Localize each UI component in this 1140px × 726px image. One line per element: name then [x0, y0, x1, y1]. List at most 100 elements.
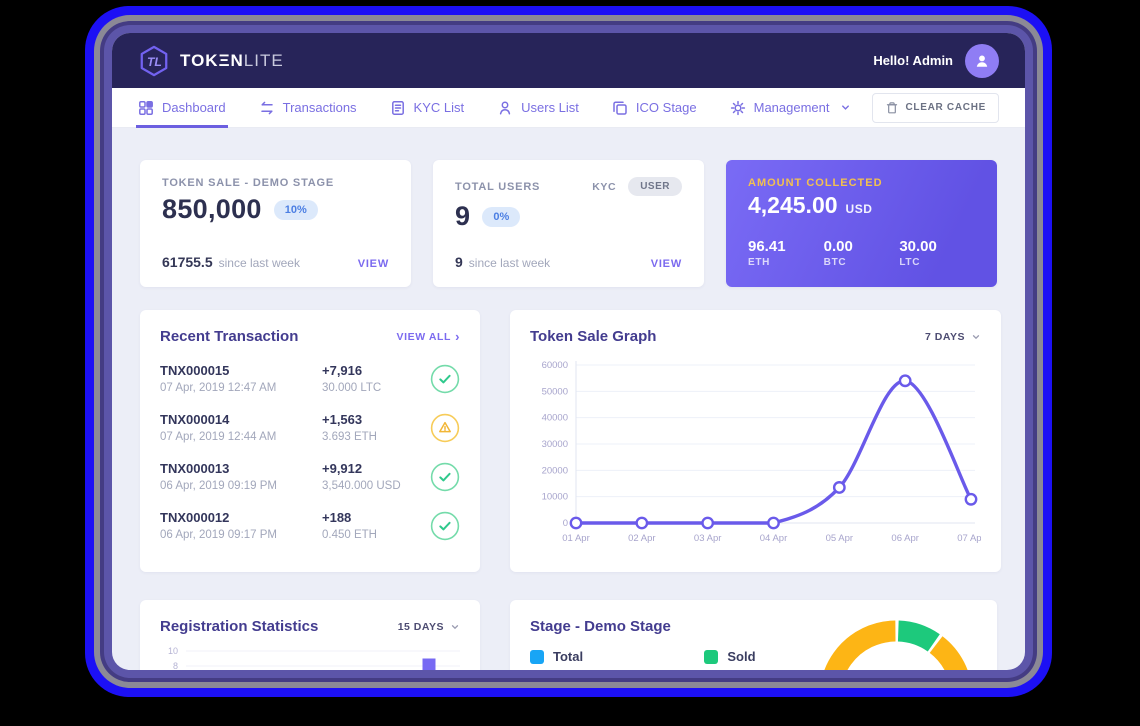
management-gear-icon	[730, 100, 746, 116]
svg-text:30000: 30000	[542, 439, 568, 450]
nav-item-label: Dashboard	[162, 100, 226, 115]
registration-statistics-panel: Registration Statistics 15 DAYS 10 8	[140, 600, 480, 670]
nav-item-dashboard[interactable]: Dashboard	[136, 88, 228, 128]
transaction-status-completed-icon	[430, 511, 460, 541]
transactions-icon	[259, 100, 275, 116]
token-sale-graph-panel: Token Sale Graph 7 DAYS 0 10000 20000 30000…	[510, 310, 1001, 572]
legend-sold: Sold 77,721 *	[704, 649, 772, 670]
svg-text:04 Apr: 04 Apr	[760, 533, 787, 544]
crypto-eth: 96.41 ETH	[748, 238, 786, 268]
svg-text:02 Apr: 02 Apr	[628, 533, 655, 544]
token-sale-view-link[interactable]: VIEW	[357, 258, 389, 270]
transaction-row[interactable]: TNX000012 06 Apr, 2019 09:17 PM +188 0.450 …	[160, 510, 460, 541]
amount-collected-currency: USD	[845, 202, 873, 216]
avatar[interactable]	[965, 43, 999, 78]
users-list-icon	[497, 100, 513, 116]
nav-item-ico-stage[interactable]: ICO Stage	[612, 88, 697, 128]
trash-icon	[885, 101, 899, 115]
transaction-status-completed-icon	[430, 364, 460, 394]
token-sale-line-chart: 0 10000 20000 30000 40000 50000 60000 01 Apr 02 …	[542, 360, 985, 544]
svg-text:0: 0	[563, 518, 568, 529]
kyc-list-icon	[390, 100, 406, 116]
transaction-amount: +7,916	[322, 363, 363, 378]
svg-text:60000: 60000	[542, 360, 568, 371]
registration-statistics-title: Registration Statistics	[160, 618, 319, 635]
svg-text:10000: 10000	[542, 492, 568, 503]
legend-total: Total 850,000	[530, 649, 596, 670]
stage-legend: Total 850,000 Sold 77,721 *	[530, 649, 977, 670]
transaction-row[interactable]: TNX000015 07 Apr, 2019 12:47 AM +7,916 30.0…	[160, 363, 460, 394]
user-icon	[973, 52, 991, 70]
transaction-row[interactable]: TNX000014 07 Apr, 2019 12:44 AM +1,563 3.69…	[160, 412, 460, 443]
nav-item-label: Users List	[521, 100, 579, 115]
brand-hexagon-icon: TL	[138, 44, 170, 78]
clear-cache-label: CLEAR CACHE	[905, 102, 986, 113]
crypto-ltc: 30.00 LTC	[899, 238, 937, 268]
transaction-id: TNX000013	[160, 461, 230, 476]
svg-text:03 Apr: 03 Apr	[694, 533, 721, 544]
kyc-toggle-option[interactable]: KYC	[592, 180, 617, 193]
token-sale-label: TOKEN SALE - DEMO STAGE	[162, 177, 335, 189]
transaction-id: TNX000015	[160, 363, 230, 378]
total-swatch	[530, 649, 544, 664]
token-sale-card: TOKEN SALE - DEMO STAGE 850,000 10% 6175…	[140, 160, 411, 287]
total-users-card: TOTAL USERS KYC USER 9 0% 9 since last w…	[433, 160, 704, 287]
nav-item-users-list[interactable]: Users List	[497, 88, 579, 128]
transaction-paid: 3,540.000 USD	[322, 480, 401, 492]
transaction-amount: +9,912	[322, 461, 363, 476]
brand-logo[interactable]: TL TOKΞNLITE	[138, 44, 284, 78]
nav-item-label: KYC List	[413, 100, 465, 115]
main-nav: Dashboard Transactions KYC List Users List I…	[112, 88, 1025, 128]
stage-title: Stage - Demo Stage	[530, 618, 671, 635]
nav-item-label: Management	[753, 100, 830, 115]
brand-name: TOKΞNLITE	[180, 50, 284, 70]
transaction-row[interactable]: TNX000013 06 Apr, 2019 09:19 PM +9,912 3,54…	[160, 461, 460, 492]
dashboard-content: TOKEN SALE - DEMO STAGE 850,000 10% 6175…	[112, 128, 1025, 670]
nav-item-kyc-list[interactable]: KYC List	[390, 88, 465, 128]
transaction-status-completed-icon	[430, 462, 460, 492]
greeting-text: Hello! Admin	[873, 53, 953, 68]
total-users-badge: 0%	[482, 206, 521, 227]
total-users-label: TOTAL USERS	[455, 180, 541, 193]
transaction-date: 07 Apr, 2019 12:44 AM	[160, 431, 277, 443]
amount-collected-value: 4,245.00	[748, 192, 838, 218]
transaction-id: TNX000014	[160, 412, 230, 427]
stage-panel: Stage - Demo Stage Total 850,000 Sold	[510, 600, 997, 670]
token-sale-delta: 61755.5	[162, 254, 213, 270]
user-toggle-option[interactable]: USER	[628, 177, 682, 196]
bottom-row: Registration Statistics 15 DAYS 10 8 Stag…	[140, 600, 997, 670]
total-users-value: 9	[455, 201, 471, 231]
chevron-right-icon: ›	[455, 328, 460, 344]
nav-item-label: ICO Stage	[635, 100, 697, 115]
crypto-btc: 0.00 BTC	[823, 238, 853, 268]
svg-text:05 Apr: 05 Apr	[826, 533, 853, 544]
range-dropdown-7days[interactable]: 7 DAYS	[925, 331, 981, 343]
svg-text:07 Apr: 07 Apr	[957, 533, 981, 544]
token-sale-delta-caption: since last week	[218, 256, 300, 270]
transaction-paid: 0.450 ETH	[322, 529, 377, 541]
token-sale-value: 850,000	[162, 194, 262, 224]
transaction-amount: +1,563	[322, 412, 363, 427]
amount-collected-card: AMOUNT COLLECTED 4,245.00 USD 96.41 ETH …	[726, 160, 997, 287]
transaction-paid: 30.000 LTC	[322, 382, 382, 394]
svg-text:01 Apr: 01 Apr	[562, 533, 589, 544]
transaction-id: TNX000012	[160, 510, 230, 525]
nav-item-transactions[interactable]: Transactions	[259, 88, 357, 128]
token-sale-badge: 10%	[273, 199, 318, 220]
view-all-link[interactable]: VIEW ALL ›	[396, 328, 460, 344]
recent-transactions-title: Recent Transaction	[160, 328, 299, 345]
clear-cache-button[interactable]: CLEAR CACHE	[871, 92, 999, 123]
sold-swatch	[704, 649, 719, 664]
svg-text:20000: 20000	[542, 465, 568, 476]
middle-row: Recent Transaction VIEW ALL › TNX000015 07…	[140, 310, 1001, 572]
summary-cards-row: TOKEN SALE - DEMO STAGE 850,000 10% 6175…	[140, 160, 997, 287]
svg-text:50000: 50000	[542, 386, 568, 397]
nav-item-management[interactable]: Management	[730, 88, 851, 128]
transaction-amount: +188	[322, 510, 352, 525]
crypto-breakdown: 96.41 ETH 0.00 BTC 30.00 LTC	[748, 238, 975, 268]
total-users-view-link[interactable]: VIEW	[650, 258, 682, 270]
range-dropdown-15days[interactable]: 15 DAYS	[398, 621, 460, 633]
chevron-down-icon	[971, 332, 981, 342]
chevron-down-icon	[450, 622, 460, 632]
dashboard-grid-icon	[138, 100, 154, 116]
